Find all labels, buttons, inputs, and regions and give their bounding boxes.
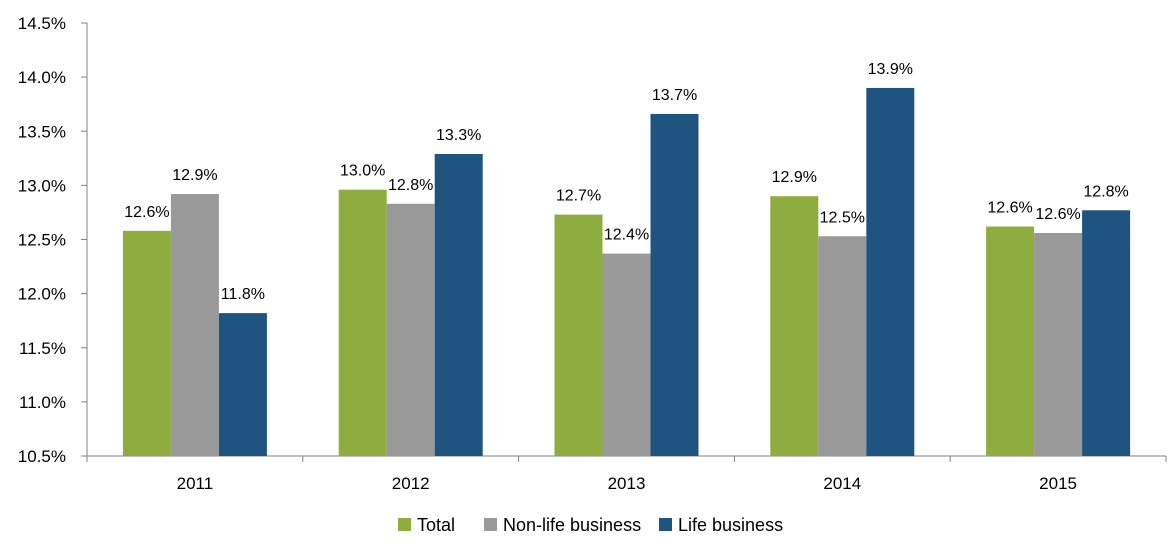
- bar: [122, 230, 171, 456]
- bar: [1082, 210, 1131, 456]
- data-label: 12.6%: [987, 200, 1032, 217]
- bar: [866, 87, 915, 456]
- bar: [434, 153, 483, 457]
- legend-swatch: [398, 518, 411, 531]
- x-tick-label: 2013: [608, 474, 646, 493]
- bar: [818, 236, 867, 456]
- data-label: 12.9%: [172, 167, 217, 184]
- data-label: 12.7%: [556, 188, 601, 205]
- legend-swatch: [659, 518, 672, 531]
- data-label: 13.3%: [436, 127, 481, 144]
- legend-label: Life business: [678, 515, 783, 535]
- y-tick-label: 13.5%: [18, 122, 66, 141]
- data-label: 12.4%: [604, 227, 649, 244]
- bars: [122, 87, 1131, 457]
- bar: [1034, 233, 1083, 456]
- bar: [602, 253, 651, 456]
- bar: [650, 113, 699, 457]
- legend-swatch: [484, 518, 497, 531]
- data-label: 12.5%: [820, 209, 865, 226]
- data-label: 11.8%: [221, 286, 265, 303]
- bar: [338, 189, 387, 456]
- bar: [554, 214, 603, 456]
- data-labels: 12.6%12.9%11.8%13.0%12.8%13.3%12.7%12.4%…: [124, 61, 1129, 303]
- data-label: 12.8%: [388, 177, 433, 194]
- data-label: 13.9%: [868, 61, 913, 78]
- bar: [218, 313, 267, 456]
- x-tick-label: 2012: [392, 474, 430, 493]
- x-tick-label: 2011: [177, 474, 214, 493]
- legend-label: Non-life business: [503, 515, 641, 535]
- y-tick-label: 12.5%: [18, 231, 66, 250]
- y-tick-label: 14.5%: [18, 14, 66, 33]
- bar: [770, 196, 819, 456]
- data-label: 12.9%: [772, 169, 817, 186]
- x-tick-label: 2014: [823, 474, 861, 493]
- data-label: 13.7%: [652, 87, 697, 104]
- data-label: 12.8%: [1083, 183, 1128, 200]
- bar: [170, 194, 219, 456]
- y-tick-label: 13.0%: [18, 176, 66, 195]
- bar: [386, 203, 435, 456]
- x-axis: 2011 2012 2013 2014 2015: [86, 455, 1167, 493]
- data-label: 13.0%: [340, 163, 385, 180]
- legend: Total Non-life business Life business: [398, 515, 783, 535]
- y-tick-label: 11.5%: [19, 339, 66, 358]
- data-label: 12.6%: [1035, 206, 1080, 223]
- y-tick-label: 14.0%: [18, 68, 66, 87]
- bar: [986, 226, 1035, 456]
- legend-label: Total: [417, 515, 455, 535]
- y-tick-label: 10.5%: [18, 447, 66, 466]
- y-tick-label: 12.0%: [18, 285, 66, 304]
- y-axis: 10.5% 11.0% 11.5% 12.0% 12.5% 13.0% 13.5% 14.0%…: [18, 14, 88, 466]
- y-tick-label: 11.0%: [19, 393, 66, 412]
- data-label: 12.6%: [124, 204, 169, 221]
- x-tick-label: 2015: [1039, 474, 1077, 493]
